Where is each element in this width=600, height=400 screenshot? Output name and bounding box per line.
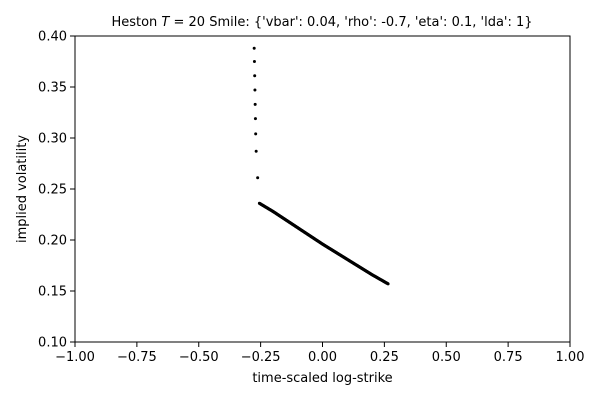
x-tick-label: 1.00	[556, 350, 585, 365]
curve-point	[386, 282, 390, 286]
x-tick-label: −0.25	[241, 350, 281, 365]
data-point	[253, 74, 257, 78]
x-tick-label: −0.50	[179, 350, 219, 365]
scatter-points	[252, 46, 390, 286]
x-tick-label: 0.00	[308, 350, 337, 365]
x-tick-label: −0.75	[117, 350, 157, 365]
y-tick-label: 0.10	[38, 336, 67, 351]
y-axis-label: implied volatility	[15, 135, 30, 243]
y-tick-label: 0.35	[38, 81, 67, 96]
y-tick-label: 0.40	[38, 30, 67, 45]
x-tick-label: −1.00	[55, 350, 95, 365]
x-axis: −1.00 −0.75 −0.50 −0.25 0.00 0.25 0.50 0.75 1.00	[55, 342, 584, 365]
y-axis: 0.10 0.15 0.20 0.25 0.30 0.35 0.40	[38, 30, 75, 351]
chart-title-prefix: Heston	[111, 15, 161, 30]
chart-title: Heston T = 20 Smile: {'vbar': 0.04, 'rho…	[111, 15, 532, 30]
chart-title-variable: T	[161, 15, 170, 30]
x-tick-label: 0.25	[370, 350, 399, 365]
x-tick-label: 0.75	[494, 350, 523, 365]
data-point	[254, 132, 258, 136]
data-point	[252, 46, 256, 50]
y-tick-label: 0.30	[38, 132, 67, 147]
data-point	[256, 176, 260, 180]
y-tick-label: 0.15	[38, 285, 67, 300]
chart-title-suffix: = 20 Smile: {'vbar': 0.04, 'rho': -0.7, …	[169, 15, 532, 30]
data-point	[254, 149, 258, 153]
data-point	[252, 60, 256, 63]
data-point	[253, 88, 257, 92]
y-tick-label: 0.20	[38, 234, 67, 249]
y-tick-label: 0.25	[38, 183, 67, 198]
data-point	[253, 102, 257, 106]
x-tick-label: 0.50	[432, 350, 461, 365]
x-axis-label: time-scaled log-strike	[252, 371, 392, 386]
data-point	[253, 117, 257, 121]
